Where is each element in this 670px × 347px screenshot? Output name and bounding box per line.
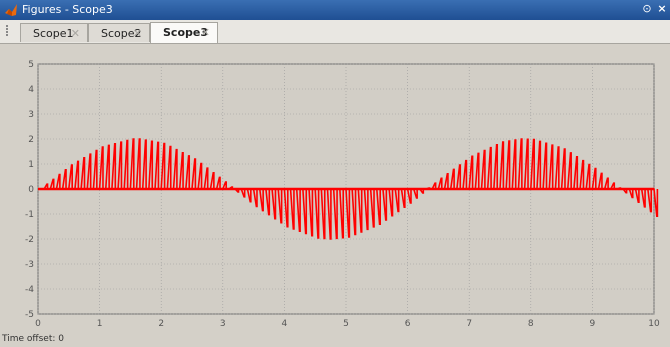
x-tick-label: 10 bbox=[648, 319, 660, 329]
y-tick-label: -3 bbox=[25, 260, 34, 270]
tab-close-icon[interactable]: ✕ bbox=[200, 26, 210, 39]
time-offset-value: 0 bbox=[58, 334, 64, 344]
time-offset-label: Time offset: bbox=[2, 334, 56, 344]
x-tick-label: 0 bbox=[35, 319, 41, 329]
x-tick-label: 3 bbox=[220, 319, 226, 329]
window-title: Figures - Scope3 bbox=[22, 3, 113, 16]
tab-label: Scope3 bbox=[163, 26, 208, 39]
y-tick-label: -1 bbox=[25, 210, 34, 220]
y-tick-label: 2 bbox=[28, 135, 34, 145]
x-tick-label: 7 bbox=[466, 319, 472, 329]
scope-plot-area: 0 1 2 3 4 5 6 7 8 9 10 5 4 3 2 1 0 -1 -2 -3 -4 -5 bbox=[0, 44, 670, 334]
y-tick-label: 3 bbox=[28, 110, 34, 120]
tab-scope3[interactable]: Scope3 ✕ bbox=[150, 22, 218, 43]
y-tick-label: -5 bbox=[25, 310, 34, 320]
y-tick-label: 1 bbox=[28, 160, 34, 170]
tab-close-icon[interactable]: ✕ bbox=[70, 27, 80, 40]
tab-scope1[interactable]: Scope1 ✕ bbox=[20, 23, 88, 42]
figure-tab-strip: Scope1 ✕ Scope2 ✕ Scope3 ✕ bbox=[0, 20, 670, 44]
y-tick-label: -2 bbox=[25, 235, 34, 245]
time-offset-readout: Time offset: 0 bbox=[2, 334, 64, 344]
x-tick-label: 1 bbox=[97, 319, 103, 329]
signal-series-line bbox=[38, 138, 659, 240]
window-close-button[interactable]: × bbox=[657, 2, 667, 15]
tab-label: Scope2 bbox=[101, 27, 142, 40]
y-tick-label: 0 bbox=[28, 185, 34, 195]
x-tick-label: 6 bbox=[405, 319, 411, 329]
window-titlebar: Figures - Scope3 ⊙ × bbox=[0, 0, 670, 20]
y-tick-label: 5 bbox=[28, 60, 34, 70]
y-tick-label: 4 bbox=[28, 85, 34, 95]
x-tick-label: 4 bbox=[282, 319, 288, 329]
x-tick-label: 5 bbox=[343, 319, 349, 329]
matlab-logo-icon bbox=[5, 4, 17, 16]
y-tick-label: -4 bbox=[25, 285, 34, 295]
x-tick-label: 2 bbox=[158, 319, 164, 329]
tab-label: Scope1 bbox=[33, 27, 74, 40]
window-menu-button[interactable]: ⊙ bbox=[642, 2, 652, 15]
tab-scope2[interactable]: Scope2 ✕ bbox=[88, 23, 150, 42]
x-tick-label: 8 bbox=[528, 319, 534, 329]
toolbar-grip-icon[interactable] bbox=[6, 24, 12, 38]
tab-close-icon[interactable]: ✕ bbox=[132, 27, 142, 40]
x-tick-label: 9 bbox=[590, 319, 596, 329]
